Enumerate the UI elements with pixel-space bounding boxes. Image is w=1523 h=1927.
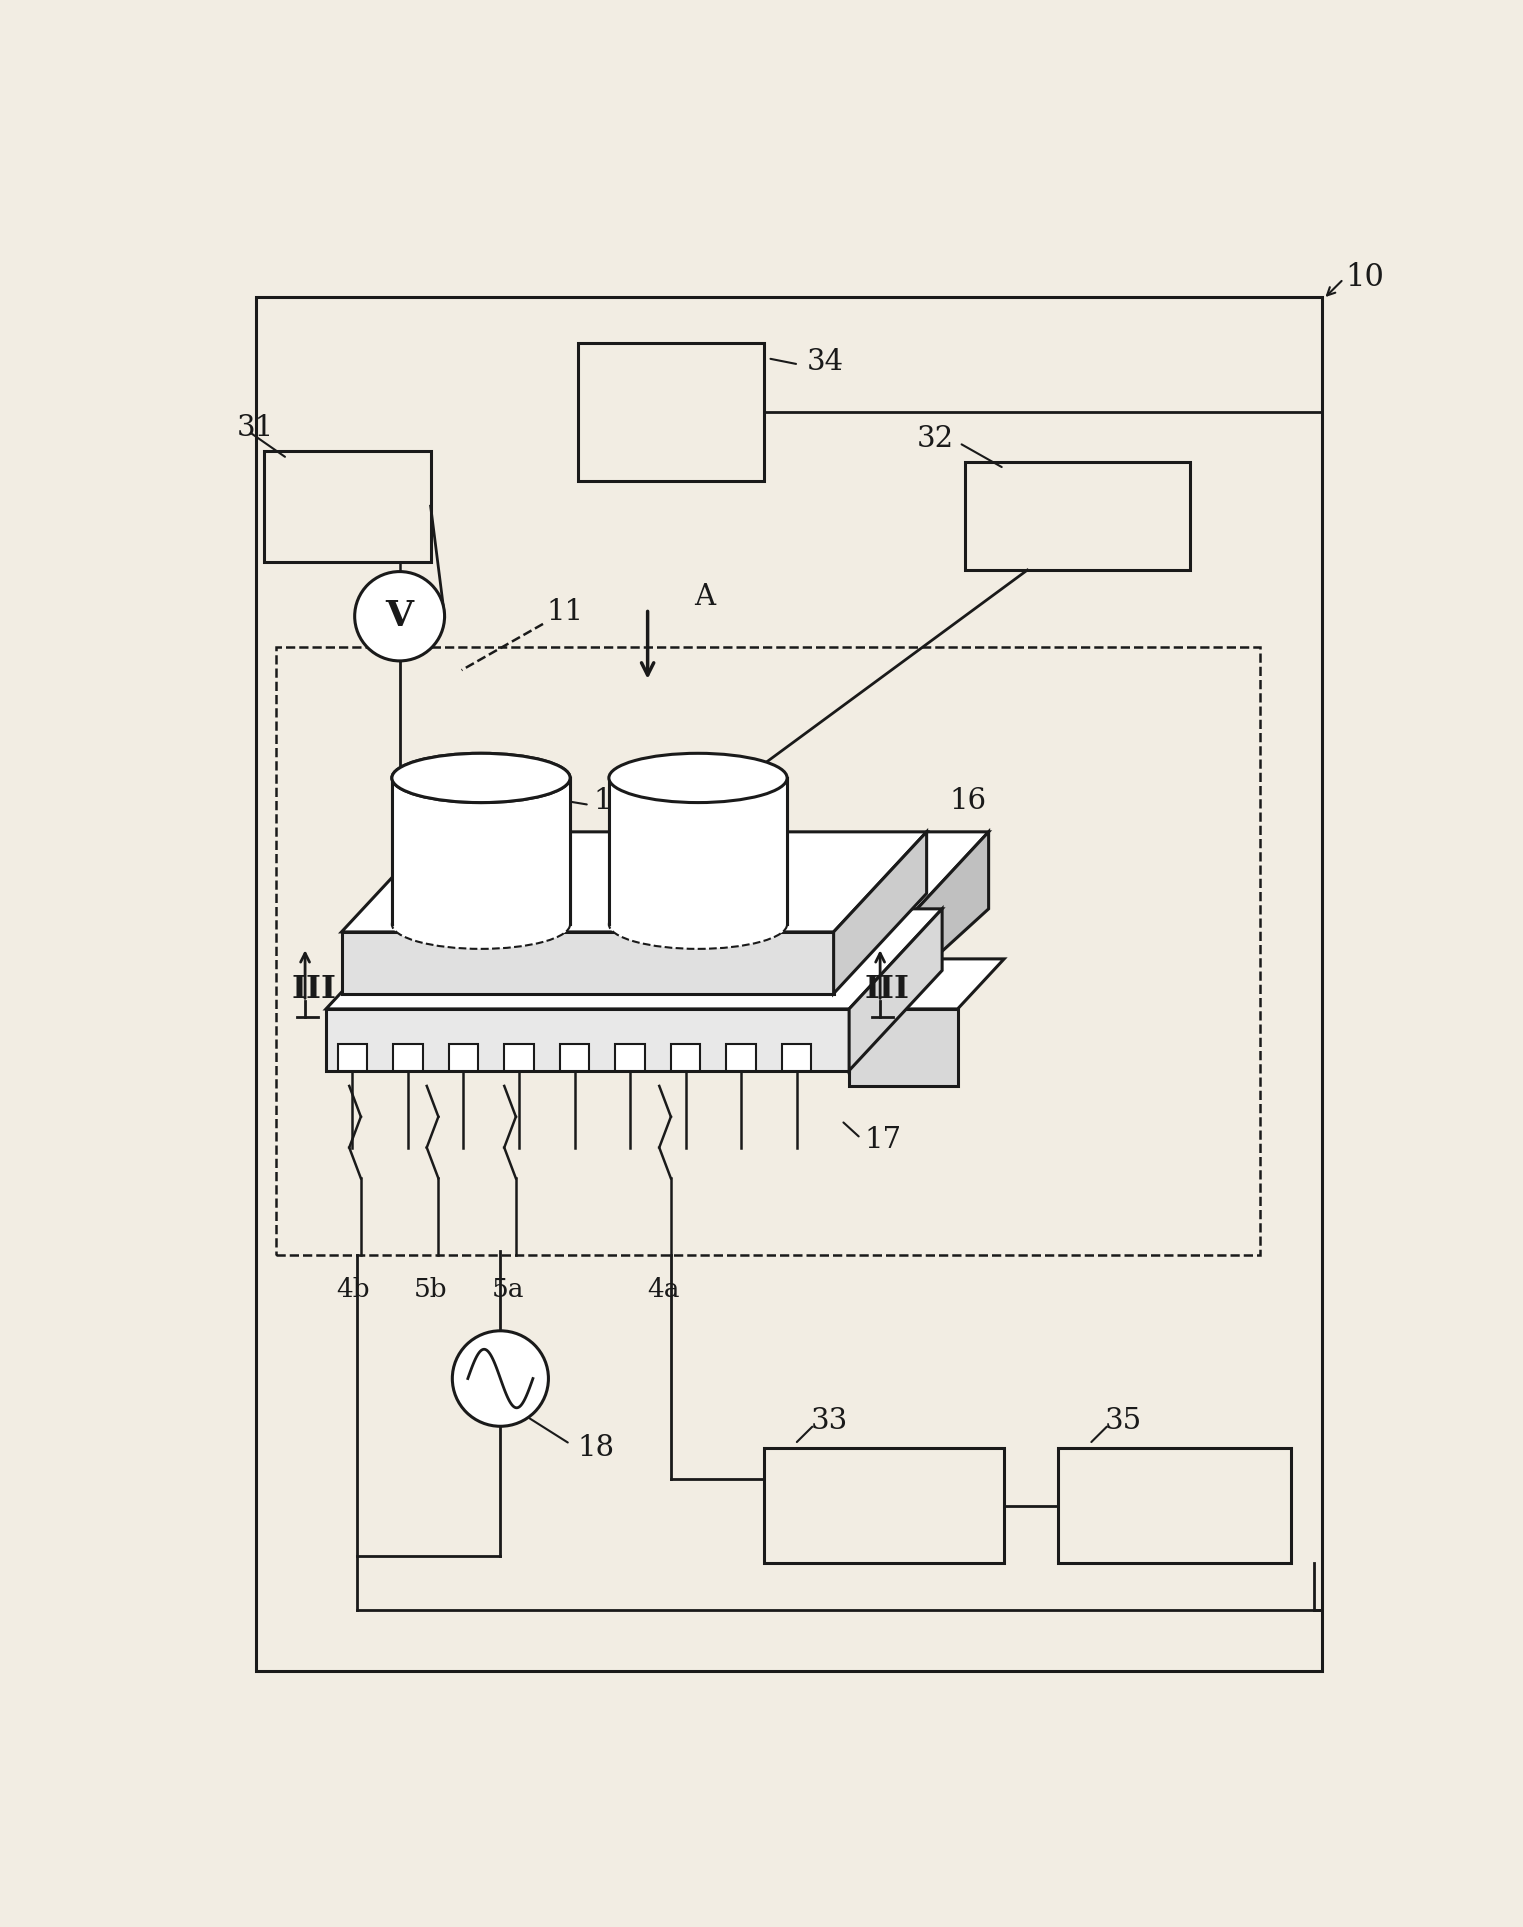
Polygon shape [781, 1044, 812, 1071]
Text: 31: 31 [238, 414, 274, 441]
Polygon shape [560, 1044, 589, 1071]
Polygon shape [393, 1044, 422, 1071]
Text: 14: 14 [713, 786, 751, 815]
Polygon shape [504, 1044, 533, 1071]
Polygon shape [726, 1044, 755, 1071]
Ellipse shape [609, 900, 787, 948]
Ellipse shape [452, 1332, 548, 1426]
Bar [966, 462, 1189, 570]
Ellipse shape [391, 753, 570, 802]
Polygon shape [850, 960, 1004, 1010]
Polygon shape [615, 1044, 644, 1071]
Bar [765, 1447, 1004, 1563]
Polygon shape [833, 832, 988, 933]
Ellipse shape [609, 753, 787, 802]
Text: 5a: 5a [492, 1278, 524, 1303]
Text: 13: 13 [594, 786, 631, 815]
Text: 4a: 4a [647, 1278, 679, 1303]
Text: A: A [694, 584, 716, 611]
Bar [1058, 1447, 1292, 1563]
Polygon shape [833, 832, 926, 994]
Text: 11: 11 [547, 599, 583, 626]
Text: 5b: 5b [414, 1278, 448, 1303]
Polygon shape [391, 779, 570, 925]
Polygon shape [896, 832, 988, 994]
Text: III: III [291, 975, 337, 1006]
Text: 35: 35 [1104, 1407, 1142, 1436]
Ellipse shape [391, 753, 570, 802]
Text: 16: 16 [950, 786, 987, 815]
Bar [577, 343, 765, 482]
Text: 18: 18 [577, 1434, 615, 1463]
Text: 17: 17 [865, 1125, 902, 1154]
Polygon shape [850, 1010, 958, 1087]
Polygon shape [449, 1044, 478, 1071]
Polygon shape [833, 933, 896, 994]
Text: III: III [865, 975, 909, 1006]
Text: V: V [385, 599, 414, 634]
Ellipse shape [391, 900, 570, 948]
Text: 32: 32 [917, 426, 953, 453]
Text: 4b: 4b [337, 1278, 370, 1303]
Polygon shape [850, 910, 943, 1071]
Ellipse shape [355, 572, 445, 661]
Polygon shape [670, 1044, 701, 1071]
Polygon shape [341, 933, 833, 994]
Text: 33: 33 [810, 1407, 848, 1436]
Polygon shape [326, 1010, 850, 1071]
Text: 10: 10 [1345, 262, 1384, 293]
Text: 34: 34 [807, 349, 844, 376]
Bar [276, 647, 1260, 1254]
Bar [263, 451, 431, 563]
Polygon shape [326, 910, 943, 1010]
Polygon shape [338, 1044, 367, 1071]
Polygon shape [341, 832, 926, 933]
Polygon shape [609, 779, 787, 925]
